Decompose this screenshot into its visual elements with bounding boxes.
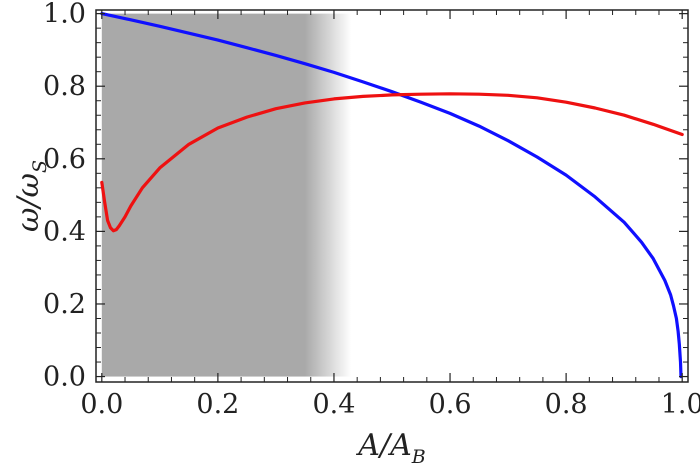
- plot-frame: [95, 9, 689, 383]
- x-tick-label: 0.8: [545, 389, 588, 420]
- x-tick-label: 0.2: [196, 389, 239, 420]
- y-axis-label: ω/ωS: [11, 160, 51, 232]
- shaded-region: [101, 13, 352, 377]
- y-tick-label: 1.0: [43, 0, 86, 30]
- y-tick-label: 0.4: [43, 216, 86, 247]
- ticks-layer: 0.0 0.2 0.4 0.6 0.8 1.0 0.0 0.2 0.4 0.6 0.8 1.0: [43, 0, 700, 420]
- y-tick-label: 0.0: [43, 362, 86, 393]
- series-line-2: [100, 92, 684, 233]
- x-tick-label: 1.0: [661, 389, 700, 420]
- x-axis-label: A/AB: [355, 428, 425, 468]
- series-layer: [100, 12, 684, 379]
- y-tick-label: 0.8: [43, 71, 86, 102]
- x-tick-label: 0.4: [312, 389, 355, 420]
- x-tick-label: 0.6: [429, 389, 472, 420]
- y-tick-label: 0.2: [43, 289, 86, 320]
- x-tick-label: 0.0: [80, 389, 123, 420]
- y-tick-label: 0.6: [43, 144, 86, 175]
- series-line-1: [100, 12, 683, 379]
